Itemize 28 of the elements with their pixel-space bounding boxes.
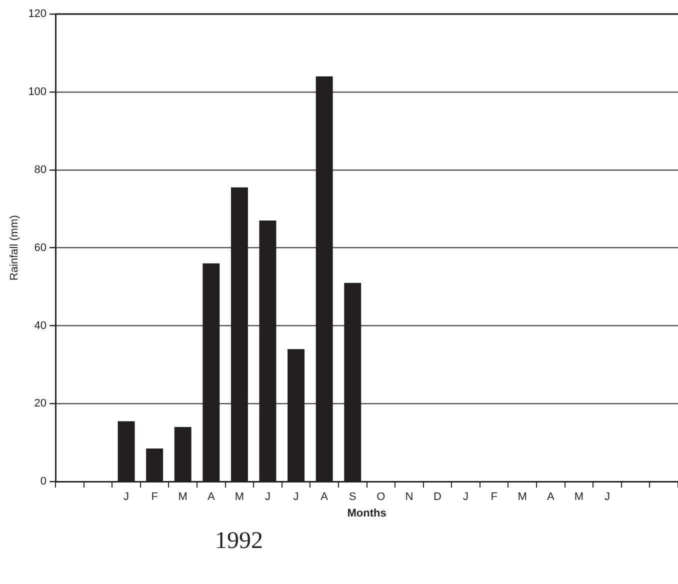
x-tick-label: F [151,491,158,504]
y-axis-title: Rainfall (mm) [8,215,21,281]
x-tick-label: A [207,491,216,504]
x-tick-label: M [518,491,527,504]
y-tick-label: 0 [40,476,47,488]
x-tick-label: D [434,491,442,504]
x-tick-label: S [348,491,356,504]
x-tick-label: O [376,491,386,504]
y-tick-label: 80 [34,164,47,176]
x-tick-label: J [124,491,130,504]
y-tick-label: 60 [34,242,47,254]
x-tick-label: N [405,491,414,504]
y-tick-label: 20 [34,398,47,410]
x-tick-label: J [265,491,270,504]
y-tick-label: 40 [34,320,47,332]
text: 1992 [215,528,263,555]
x-tick-label: M [178,491,188,504]
x-tick-label: M [234,491,244,504]
x-axis-title: Months [347,507,386,520]
x-tick-label: A [547,491,556,504]
y-tick-label: 120 [28,8,47,20]
x-tick-label: J [463,491,469,504]
x-tick-label: J [604,491,610,504]
x-tick-label: J [293,491,299,504]
x-tick-label: F [490,491,498,504]
y-tick-label: 100 [28,86,47,98]
x-tick-label: A [320,491,329,504]
x-tick-label: M [574,491,584,504]
